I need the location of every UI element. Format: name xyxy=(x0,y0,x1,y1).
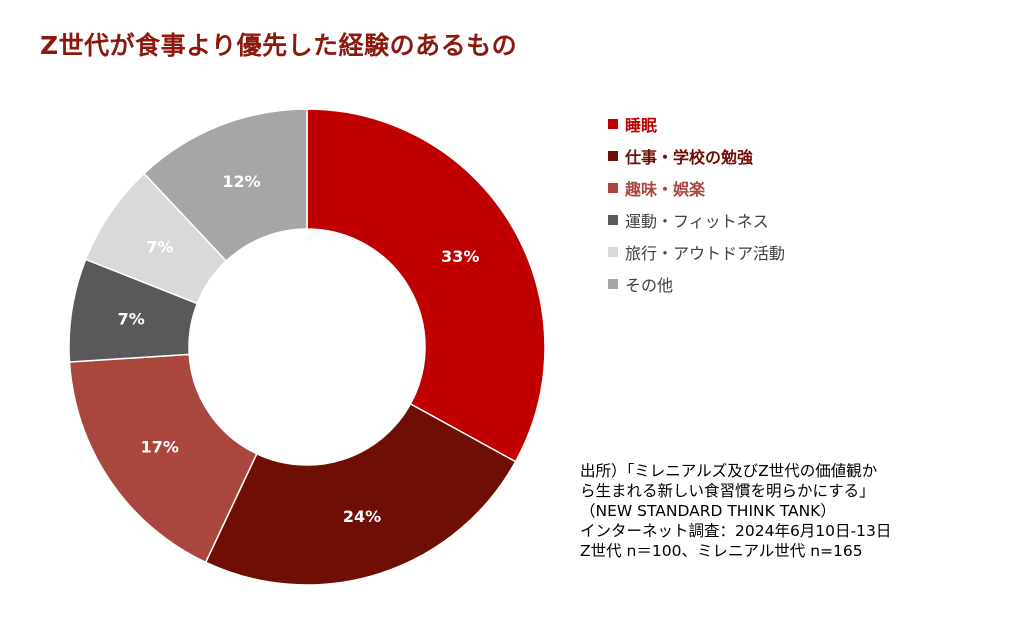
legend-item-4: 運動・フィットネス xyxy=(608,204,785,236)
legend-swatch xyxy=(608,215,618,225)
source-note: 出所）「ミレニアルズ及びZ世代の価値観か ら生まれる新しい食習慣を明らかにする」 （… xyxy=(580,461,891,561)
legend-item-6: その他 xyxy=(608,268,785,300)
legend-swatch xyxy=(608,247,618,257)
slice-label-3: 17% xyxy=(141,438,179,457)
slice-label-4: 7% xyxy=(118,310,145,329)
legend-swatch xyxy=(608,183,618,193)
donut-slices xyxy=(68,108,546,586)
slice-label-1: 33% xyxy=(441,247,479,266)
legend-item-2: 仕事・学校の勉強 xyxy=(608,140,785,172)
source-line-4: インターネット調査：2024年6月10日-13日 xyxy=(580,522,892,540)
source-line-5: Z世代 n＝100、ミレニアル世代 n=165 xyxy=(580,542,863,560)
legend-swatch xyxy=(608,279,618,289)
slice-label-2: 24% xyxy=(343,507,381,526)
legend-label: 睡眠 xyxy=(625,116,658,135)
legend-label: その他 xyxy=(625,276,674,295)
slice-2 xyxy=(204,402,517,586)
slice-label-6: 12% xyxy=(222,172,260,191)
legend-item-1: 睡眠 xyxy=(608,108,785,140)
legend-label: 仕事・学校の勉強 xyxy=(625,148,754,167)
legend-item-5: 旅行・アウトドア活動 xyxy=(608,236,785,268)
slice-6 xyxy=(143,108,308,263)
legend-label: 趣味・娯楽 xyxy=(625,180,706,199)
slice-label-5: 7% xyxy=(146,237,173,256)
legend-item-3: 趣味・娯楽 xyxy=(608,172,785,204)
legend-label: 旅行・アウトドア活動 xyxy=(625,244,786,263)
source-line-3: （NEW STANDARD THINK TANK） xyxy=(580,502,836,520)
source-line-2: ら生まれる新しい食習慣を明らかにする」 xyxy=(580,482,875,500)
slice-3 xyxy=(68,353,258,564)
legend-swatch xyxy=(608,119,618,129)
source-line-1: 出所）「ミレニアルズ及びZ世代の価値観か xyxy=(580,462,878,480)
chart-legend: 睡眠仕事・学校の勉強 趣味・娯楽運動・フィットネス 旅行・アウトドア活動 その他 xyxy=(608,108,785,300)
slice-1 xyxy=(306,108,546,463)
donut-labels: 33% 24% 17% 7% 7% 12% xyxy=(118,172,480,526)
legend-label: 運動・フィットネス xyxy=(625,212,769,231)
chart-title: Z世代が食事より優先した経験のあるもの xyxy=(40,31,518,60)
legend-swatch xyxy=(608,151,618,161)
